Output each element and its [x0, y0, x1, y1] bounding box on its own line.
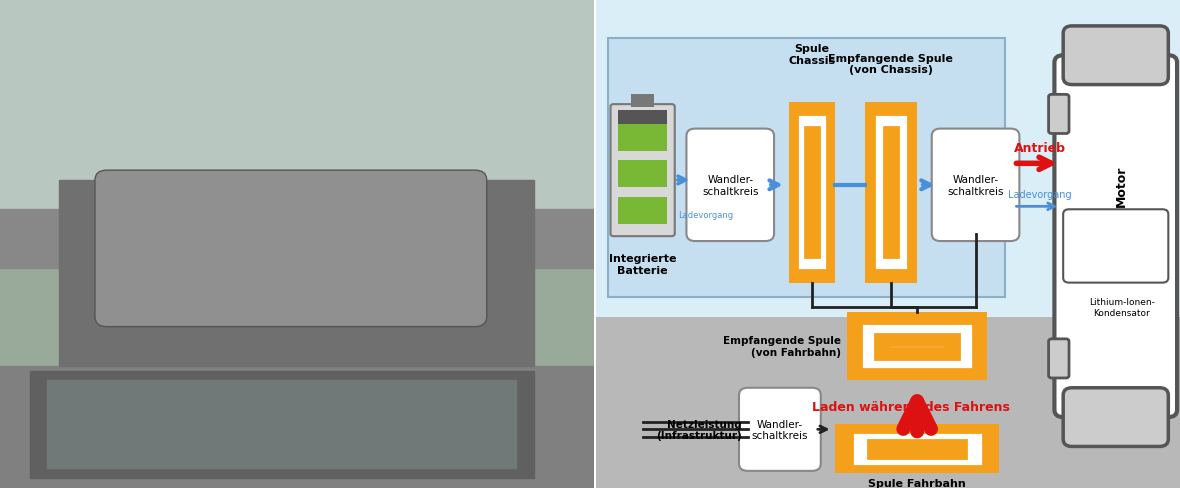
Text: Motor: Motor — [1115, 165, 1128, 206]
Bar — [618, 111, 667, 124]
Bar — [618, 161, 667, 188]
Text: Ladevorgang: Ladevorgang — [677, 210, 733, 219]
Bar — [874, 115, 907, 270]
FancyBboxPatch shape — [1055, 56, 1178, 417]
FancyBboxPatch shape — [1049, 339, 1069, 378]
Text: Antrieb: Antrieb — [1014, 141, 1066, 154]
FancyBboxPatch shape — [94, 171, 486, 327]
FancyBboxPatch shape — [1063, 27, 1168, 85]
Bar — [0, 210, 594, 268]
Bar — [796, 115, 827, 270]
Text: Empfangende Spule
(von Chassis): Empfangende Spule (von Chassis) — [828, 54, 953, 75]
Text: Integrierte
Batterie: Integrierte Batterie — [609, 254, 676, 275]
FancyBboxPatch shape — [1063, 210, 1168, 283]
Bar — [889, 345, 945, 348]
Bar — [0, 0, 594, 220]
Bar — [30, 371, 535, 478]
Bar — [865, 102, 917, 283]
Bar — [835, 425, 999, 473]
Bar — [608, 39, 1004, 298]
FancyBboxPatch shape — [739, 388, 821, 471]
Text: Ladevorgang: Ladevorgang — [1008, 190, 1071, 200]
Bar — [868, 440, 966, 458]
Bar — [852, 432, 983, 466]
Bar — [596, 317, 1180, 488]
Bar — [788, 102, 835, 283]
Text: Wandler-
schaltkreis: Wandler- schaltkreis — [752, 419, 808, 440]
FancyBboxPatch shape — [932, 129, 1020, 242]
Bar — [847, 312, 988, 381]
Text: Lithium-Ionen-
Kondensator: Lithium-Ionen- Kondensator — [1089, 298, 1154, 317]
Bar — [861, 323, 974, 370]
Text: Spule
Chassis: Spule Chassis — [788, 44, 835, 65]
Text: Spule Fahrbahn: Spule Fahrbahn — [868, 478, 966, 488]
Text: Laden während des Fahrens: Laden während des Fahrens — [812, 400, 1010, 413]
FancyBboxPatch shape — [1063, 388, 1168, 447]
Bar — [618, 198, 667, 224]
Text: Wandler-
schaltkreis: Wandler- schaltkreis — [702, 175, 759, 196]
Text: Empfangende Spule
(von Fahrbahn): Empfangende Spule (von Fahrbahn) — [723, 336, 841, 357]
Text: Netzleistung
(Infrastruktur): Netzleistung (Infrastruktur) — [656, 419, 742, 440]
Bar — [0, 366, 594, 488]
Bar — [47, 381, 517, 468]
FancyBboxPatch shape — [610, 105, 675, 237]
Bar — [596, 0, 1180, 317]
Bar — [618, 124, 667, 151]
Bar — [59, 181, 535, 366]
FancyBboxPatch shape — [1049, 95, 1069, 134]
Bar — [876, 334, 959, 359]
Text: Wandler-
schaltkreis: Wandler- schaltkreis — [948, 175, 1004, 196]
FancyBboxPatch shape — [687, 129, 774, 242]
Bar — [631, 95, 654, 107]
Bar — [884, 128, 898, 258]
Bar — [806, 128, 819, 258]
